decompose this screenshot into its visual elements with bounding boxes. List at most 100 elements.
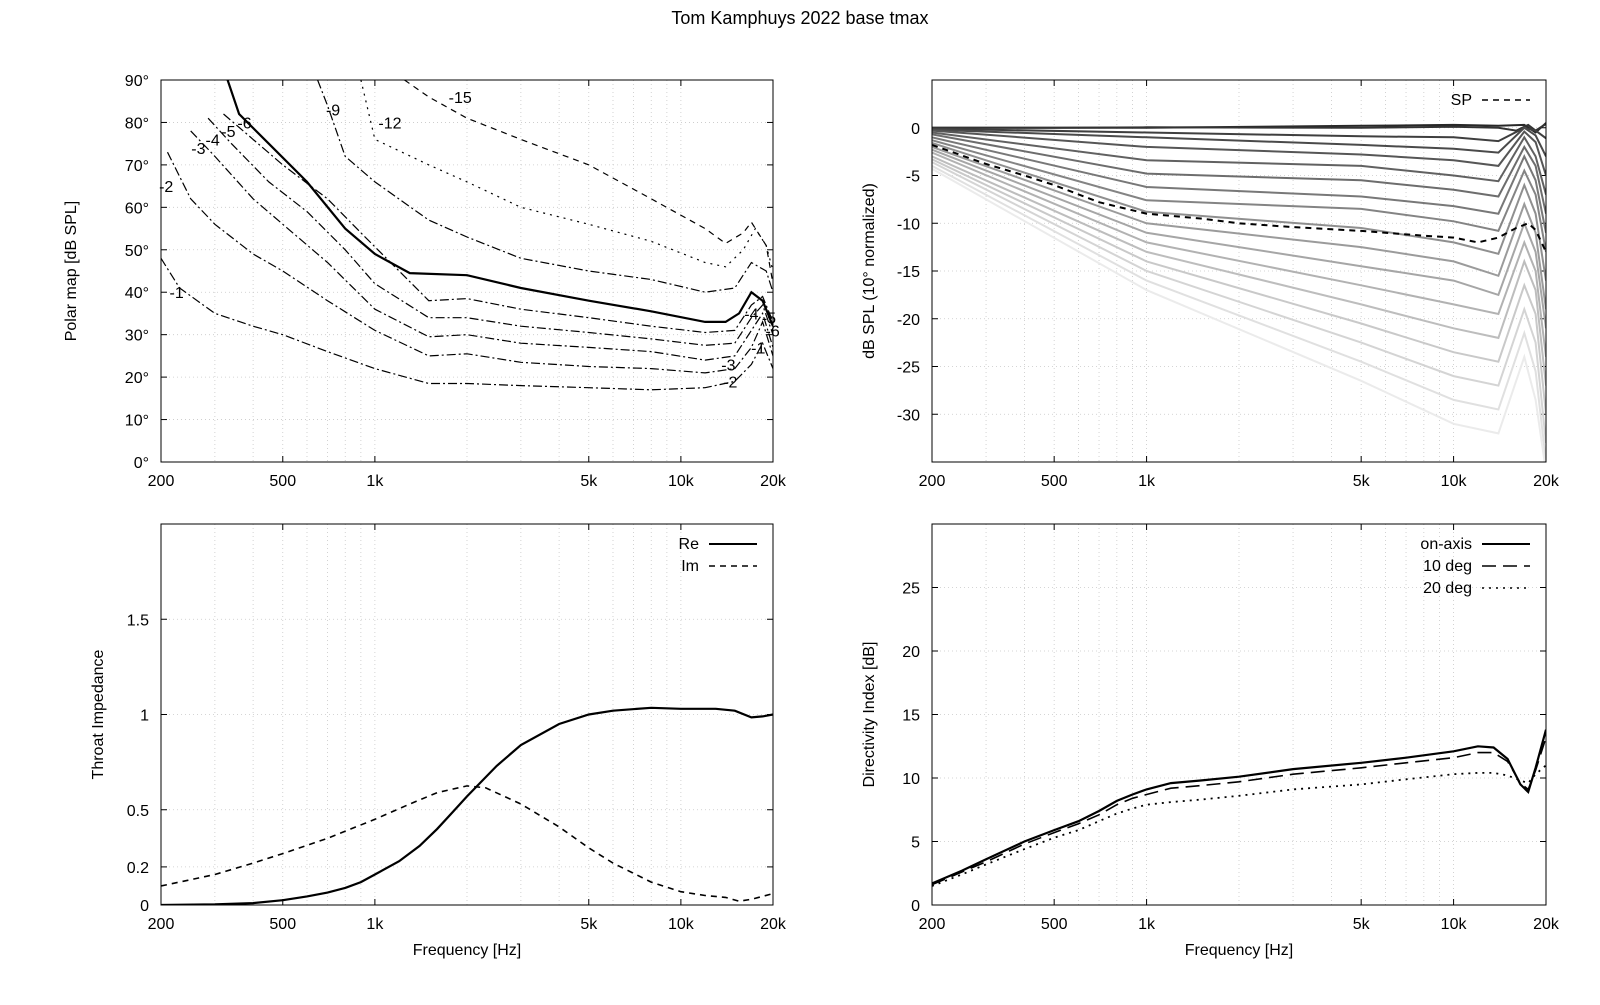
x-tick-label: 1k: [1138, 473, 1156, 490]
x-tick-label: 200: [148, 916, 175, 933]
y-tick-label: 0: [140, 898, 149, 915]
angle-curve: [932, 126, 1546, 143]
y-axis-label: Directivity Index [dB]: [861, 642, 878, 788]
series-Re: [161, 706, 773, 905]
polar-panel: 200 500 1k 5k 10k 20k 0° 10° 20° 30° 40° 50° 60° 70° 8…: [63, 73, 787, 490]
y-tick-label: 0: [911, 121, 920, 138]
angle-curve: [932, 151, 1546, 358]
series-20-deg: [932, 764, 1546, 887]
legend-label: Re: [679, 536, 700, 553]
plot-border: [160, 79, 774, 463]
y-tick-label: -5: [906, 169, 920, 186]
plot-border: [931, 523, 1547, 906]
y-tick-label: 70°: [125, 158, 149, 175]
y-tick-label: -25: [897, 360, 920, 377]
series-on-axis: [932, 729, 1546, 885]
contour-label: -15: [449, 90, 472, 107]
x-tick-label: 1k: [366, 473, 384, 490]
legend-label: SP: [1451, 92, 1472, 109]
y-tick-label: -30: [897, 407, 920, 424]
y-tick-label: 0: [911, 898, 920, 915]
y-tick-label: 1.5: [127, 612, 149, 629]
plot-border: [160, 523, 774, 906]
contour-line: [190, 130, 773, 361]
contour-label: -9: [326, 103, 340, 120]
x-tick-label: 5k: [580, 473, 598, 490]
contour-label: -2: [723, 374, 737, 391]
contour-label: -1: [751, 340, 765, 357]
x-tick-label: 20k: [1533, 916, 1560, 933]
x-tick-label: 500: [269, 473, 296, 490]
y-tick-label: 25: [902, 581, 920, 598]
y-axis-label: Polar map [dB SPL]: [63, 201, 80, 342]
legend-label: 10 deg: [1423, 558, 1472, 575]
angle-curve: [932, 129, 1546, 176]
y-tick-label: 15: [902, 708, 920, 725]
y-tick-label: 40°: [125, 285, 149, 302]
contour-line: [161, 257, 773, 391]
x-axis-label: Frequency [Hz]: [413, 942, 521, 959]
y-tick-label: 30°: [125, 328, 149, 345]
angle-curve: [932, 139, 1546, 253]
x-tick-label: 10k: [1441, 916, 1468, 933]
angle-curve: [932, 131, 1546, 195]
contour-line: [226, 80, 773, 327]
y-tick-label: 10: [902, 771, 920, 788]
contour-label: -4: [206, 132, 220, 149]
contour-line: [360, 80, 773, 272]
y-axis-label: dB SPL (10° normalized): [861, 183, 878, 359]
contour-line: [166, 151, 773, 374]
contour-label: -3: [721, 357, 735, 374]
y-tick-label: 0°: [134, 455, 149, 472]
contour-label: -5: [221, 124, 235, 141]
spl-panel: 200 500 1k 5k 10k 20k 0 -5 -10 -15 -20 -25 -30 dB SPL…: [861, 79, 1560, 490]
contour-label: -2: [159, 179, 173, 196]
x-tick-label: 500: [269, 916, 296, 933]
y-tick-label: 0.5: [127, 803, 149, 820]
contour-label: -6: [237, 115, 251, 132]
y-tick-label: 20: [902, 644, 920, 661]
page-title: Tom Kamphuys 2022 base tmax: [671, 8, 929, 28]
x-tick-label: 500: [1041, 473, 1068, 490]
angle-curve: [932, 165, 1546, 462]
angle-curve: [932, 158, 1546, 415]
y-tick-label: -20: [897, 312, 920, 329]
y-tick-label: 10°: [125, 413, 149, 430]
contour-label: -12: [378, 115, 401, 132]
x-tick-label: 200: [919, 916, 946, 933]
contour-line: [404, 80, 773, 284]
legend-label: Im: [681, 558, 699, 575]
x-tick-label: 1k: [1138, 916, 1156, 933]
x-tick-label: 1k: [366, 916, 384, 933]
legend-label: 20 deg: [1423, 580, 1472, 597]
contour-line: [317, 80, 773, 293]
x-tick-label: 10k: [668, 473, 695, 490]
series-10-deg: [932, 737, 1546, 886]
x-tick-label: 10k: [668, 916, 695, 933]
legend-label: on-axis: [1420, 536, 1472, 553]
plot-border: [931, 79, 1547, 463]
x-tick-label: 5k: [1353, 916, 1371, 933]
series-Im: [161, 785, 773, 903]
x-axis-label: Frequency [Hz]: [1185, 942, 1293, 959]
x-tick-label: 10k: [1441, 473, 1468, 490]
x-tick-label: 5k: [580, 916, 598, 933]
sp-curve: [932, 143, 1546, 253]
y-tick-label: 20°: [125, 370, 149, 387]
y-tick-label: 1: [140, 708, 149, 725]
angle-curve: [932, 148, 1546, 329]
x-tick-label: 20k: [760, 473, 787, 490]
di-panel: 200 500 1k 5k 10k 20k 0 5 10 15 20 25 Directivity In…: [861, 523, 1560, 959]
angle-curve: [932, 123, 1546, 132]
y-tick-label: 5: [911, 835, 920, 852]
y-tick-label: 80°: [125, 115, 149, 132]
angle-curve: [932, 133, 1546, 214]
angle-curve: [932, 126, 1546, 157]
y-tick-label: 60°: [125, 200, 149, 217]
angle-curve: [932, 167, 1546, 462]
contour-label: -1: [170, 285, 184, 302]
x-tick-label: 200: [919, 473, 946, 490]
contour-label: -4: [744, 306, 758, 323]
